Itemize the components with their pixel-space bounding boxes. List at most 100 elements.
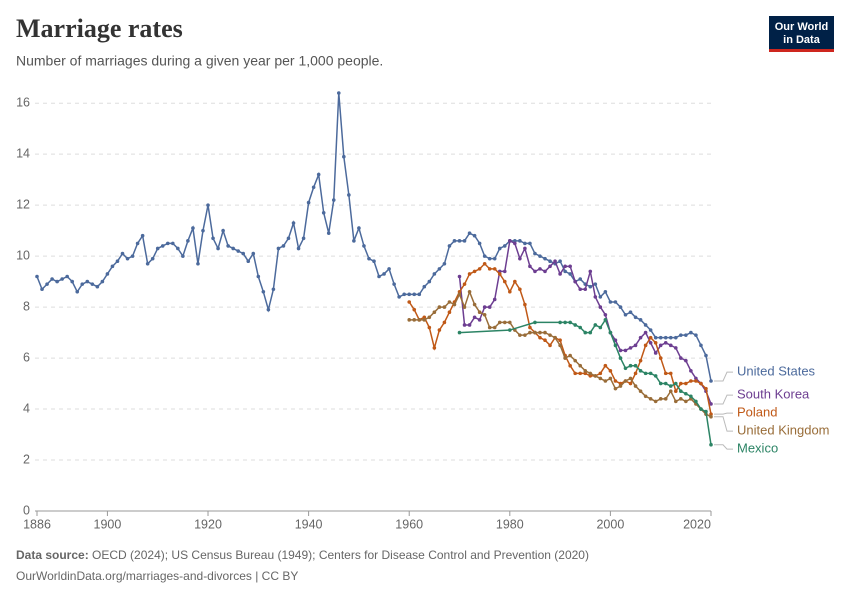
series-point bbox=[407, 292, 412, 297]
series-point bbox=[497, 272, 502, 276]
series-point bbox=[578, 277, 583, 281]
series-point bbox=[648, 335, 653, 340]
series-point bbox=[658, 356, 663, 360]
series-point bbox=[603, 290, 608, 294]
series-point bbox=[694, 376, 698, 381]
series-point bbox=[336, 91, 341, 95]
series-point bbox=[699, 407, 703, 411]
series-point bbox=[573, 371, 577, 376]
series-line bbox=[458, 239, 712, 405]
series-point bbox=[427, 279, 432, 284]
series-point bbox=[588, 374, 593, 378]
series-point bbox=[150, 256, 155, 261]
series-point bbox=[75, 290, 80, 294]
series-point bbox=[628, 381, 633, 386]
series-point bbox=[658, 343, 663, 348]
legend-label: United States bbox=[737, 364, 816, 379]
source: Data source: OECD (2024); US Census Bure… bbox=[16, 548, 589, 562]
series-point bbox=[613, 379, 618, 383]
series-point bbox=[679, 333, 683, 337]
series-point bbox=[387, 267, 391, 271]
series-point bbox=[176, 246, 180, 251]
series-point bbox=[653, 340, 658, 345]
logo-text: in Data bbox=[783, 34, 821, 46]
series-point bbox=[558, 338, 562, 343]
series-point bbox=[563, 264, 567, 269]
series-point bbox=[487, 305, 492, 309]
series-point bbox=[35, 274, 39, 279]
series-point bbox=[699, 343, 703, 348]
series-point bbox=[452, 239, 457, 243]
series-point bbox=[50, 277, 54, 281]
series-point bbox=[316, 172, 321, 177]
series-point bbox=[528, 330, 532, 335]
series-point bbox=[623, 379, 628, 383]
series-point bbox=[326, 231, 331, 235]
series-point bbox=[382, 272, 386, 276]
series-point bbox=[191, 226, 195, 230]
series-point bbox=[603, 318, 608, 322]
series-point bbox=[497, 246, 502, 251]
series-point bbox=[457, 290, 462, 294]
series-point bbox=[533, 330, 537, 335]
series-point bbox=[543, 330, 547, 335]
series-point bbox=[221, 228, 225, 233]
series-point bbox=[583, 371, 588, 376]
series-point bbox=[668, 371, 673, 376]
x-tick-label: 1940 bbox=[295, 517, 323, 531]
series-point bbox=[633, 315, 638, 320]
series-point bbox=[548, 333, 552, 337]
series-point bbox=[447, 310, 452, 314]
series-point bbox=[538, 330, 542, 335]
series-point bbox=[543, 338, 547, 343]
series-point bbox=[286, 236, 291, 241]
series-point bbox=[643, 394, 648, 399]
x-tick-label: 1960 bbox=[395, 517, 423, 531]
series-point bbox=[673, 389, 678, 394]
series-point bbox=[658, 397, 663, 401]
series-point bbox=[663, 381, 668, 386]
y-tick-label: 10 bbox=[16, 248, 30, 262]
series-point bbox=[457, 292, 462, 297]
series-point bbox=[502, 320, 507, 325]
series-point bbox=[472, 302, 477, 307]
series-point bbox=[115, 259, 120, 264]
series-point bbox=[442, 305, 447, 309]
y-tick-label: 14 bbox=[16, 146, 30, 160]
series-point bbox=[608, 300, 613, 304]
series-point bbox=[663, 340, 668, 345]
series-point bbox=[347, 193, 351, 197]
series-point bbox=[608, 369, 613, 373]
series-point bbox=[648, 340, 653, 345]
series-point bbox=[437, 328, 442, 332]
series-point bbox=[432, 346, 437, 350]
x-tick-label: 2000 bbox=[596, 517, 624, 531]
series-point bbox=[638, 318, 643, 322]
series-point bbox=[181, 254, 185, 258]
label-connector bbox=[714, 412, 733, 415]
series-point bbox=[533, 269, 537, 274]
series-point bbox=[648, 328, 653, 332]
label-connector bbox=[714, 394, 733, 405]
series-point bbox=[694, 379, 698, 383]
series-point bbox=[709, 414, 713, 419]
series-point bbox=[246, 259, 251, 264]
series-point bbox=[442, 261, 447, 266]
series-point bbox=[467, 231, 472, 235]
y-tick-label: 0 bbox=[23, 503, 30, 517]
series-point bbox=[467, 323, 472, 327]
series-point bbox=[628, 310, 633, 314]
series-point bbox=[648, 371, 653, 376]
series-point bbox=[638, 335, 643, 340]
series-point bbox=[563, 356, 567, 360]
series-point bbox=[502, 269, 507, 274]
series-point bbox=[160, 244, 165, 248]
series-point bbox=[256, 274, 261, 279]
series-point bbox=[663, 397, 668, 401]
series-point bbox=[679, 356, 683, 360]
series-point bbox=[573, 358, 577, 363]
x-tick-label: 1900 bbox=[94, 517, 122, 531]
series-point bbox=[462, 323, 467, 327]
series-point bbox=[583, 369, 588, 373]
series-point bbox=[422, 315, 427, 320]
